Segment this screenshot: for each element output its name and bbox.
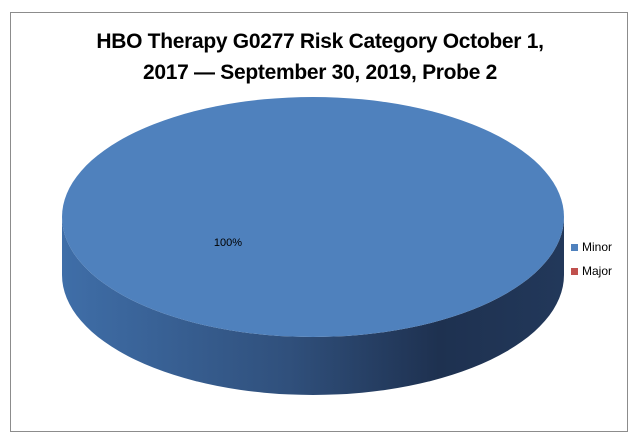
pie-slice-side-minor: [62, 217, 564, 395]
legend-label-major: Major: [582, 264, 613, 278]
legend-label-minor: Minor: [582, 240, 613, 254]
legend-item-minor: Minor: [571, 240, 612, 254]
legend-swatch-minor: [571, 243, 578, 251]
chart-area: [10, 12, 628, 432]
chart-title-line-1: HBO Therapy G0277 Risk Category October …: [96, 30, 544, 53]
legend-swatch-major: [571, 267, 578, 275]
data-label-minor: 100%: [214, 237, 242, 249]
pie-slice-minor: [62, 97, 564, 337]
chart-title: HBO Therapy G0277 Risk Category October …: [40, 26, 600, 88]
legend-item-major: Major: [571, 264, 612, 278]
chart-title-line-2: 2017 — September 30, 2019, Probe 2: [143, 61, 497, 84]
